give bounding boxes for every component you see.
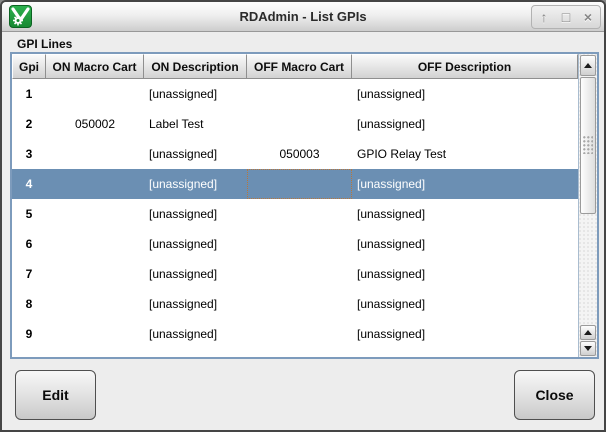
gpi-table: Gpi ON Macro Cart ON Description OFF Macro … bbox=[10, 52, 599, 359]
cell-on_desc[interactable]: Label Test bbox=[149, 117, 204, 131]
cell-off_desc[interactable]: [unassigned] bbox=[357, 87, 426, 101]
scroll-up-button-bottom[interactable] bbox=[580, 325, 596, 340]
column-header-off_cart[interactable]: OFF Macro Cart bbox=[247, 54, 352, 79]
cell-off_cart[interactable] bbox=[247, 229, 352, 259]
scroll-up-button[interactable] bbox=[580, 55, 596, 76]
cell-off_desc[interactable]: GPIO Relay Test bbox=[357, 147, 447, 161]
table-row[interactable]: 9 [unassigned] [unassigned] bbox=[12, 319, 578, 349]
cell-off_desc[interactable]: [unassigned] bbox=[357, 267, 426, 281]
cell-off_cart[interactable] bbox=[247, 259, 352, 289]
scrollbar-thumb[interactable] bbox=[580, 77, 596, 214]
column-header-gpi[interactable]: Gpi bbox=[12, 54, 46, 79]
titlebar[interactable]: RDAdmin - List GPIs ↑ □ × bbox=[2, 2, 604, 32]
cell-off_desc[interactable]: [unassigned] bbox=[357, 327, 426, 341]
cell-off_cart[interactable] bbox=[247, 199, 352, 229]
cell-off_cart[interactable] bbox=[247, 79, 352, 109]
cell-on_cart[interactable] bbox=[46, 79, 144, 109]
table-row[interactable]: 2 050002 Label Test [unassigned] bbox=[12, 109, 578, 139]
cell-gpi[interactable]: 3 bbox=[25, 147, 33, 161]
column-header-off_desc[interactable]: OFF Description bbox=[352, 54, 578, 79]
table-header-row: Gpi ON Macro Cart ON Description OFF Macro … bbox=[12, 54, 578, 79]
table-body: 1 [unassigned] [unassigned] 2 050002 Label Te… bbox=[12, 79, 578, 357]
cell-gpi[interactable]: 5 bbox=[25, 207, 33, 221]
cell-on_cart[interactable] bbox=[46, 199, 144, 229]
maximize-button[interactable]: □ bbox=[561, 9, 571, 25]
cell-off_cart[interactable] bbox=[247, 109, 352, 139]
close-button[interactable]: Close bbox=[514, 370, 595, 420]
cell-gpi[interactable]: 7 bbox=[25, 267, 33, 281]
cell-on_desc[interactable]: [unassigned] bbox=[149, 237, 218, 251]
column-header-on_cart[interactable]: ON Macro Cart bbox=[46, 54, 144, 79]
vertical-scrollbar[interactable] bbox=[578, 54, 597, 357]
table-row[interactable]: 8 [unassigned] [unassigned] bbox=[12, 289, 578, 319]
cell-on_cart[interactable] bbox=[46, 139, 144, 169]
cell-on_desc[interactable]: [unassigned] bbox=[149, 327, 218, 341]
cell-on_desc[interactable]: [unassigned] bbox=[149, 207, 218, 221]
table-row[interactable]: 3 [unassigned] 050003 GPIO Relay Test bbox=[12, 139, 578, 169]
cell-off_desc[interactable]: [unassigned] bbox=[357, 177, 426, 191]
cell-gpi[interactable]: 4 bbox=[25, 177, 33, 191]
cell-on_desc[interactable]: [unassigned] bbox=[149, 177, 218, 191]
table-row[interactable]: 4 [unassigned] [unassigned] bbox=[12, 169, 578, 199]
thumb-grip-icon bbox=[583, 136, 593, 154]
cell-off_cart[interactable]: 050003 bbox=[279, 147, 320, 161]
shade-button[interactable]: ↑ bbox=[540, 9, 548, 25]
cell-off_cart[interactable] bbox=[247, 319, 352, 349]
cell-gpi[interactable]: 6 bbox=[25, 237, 33, 251]
cell-off_desc[interactable]: [unassigned] bbox=[357, 117, 426, 131]
triangle-up-icon bbox=[584, 330, 592, 335]
cell-on_cart[interactable] bbox=[46, 289, 144, 319]
cell-off_desc[interactable]: [unassigned] bbox=[357, 207, 426, 221]
table-row[interactable]: 7 [unassigned] [unassigned] bbox=[12, 259, 578, 289]
triangle-up-icon bbox=[584, 63, 592, 68]
cell-off_cart[interactable] bbox=[247, 169, 352, 199]
cell-on_desc[interactable]: [unassigned] bbox=[149, 267, 218, 281]
cell-on_cart[interactable] bbox=[46, 319, 144, 349]
column-header-on_desc[interactable]: ON Description bbox=[144, 54, 247, 79]
cell-off_desc[interactable]: [unassigned] bbox=[357, 237, 426, 251]
close-button[interactable]: × bbox=[583, 9, 593, 25]
cell-on_desc[interactable]: [unassigned] bbox=[149, 297, 218, 311]
window-controls: ↑ □ × bbox=[531, 5, 601, 29]
cell-on_cart[interactable] bbox=[46, 229, 144, 259]
scroll-down-button[interactable] bbox=[580, 341, 596, 356]
window-title: RDAdmin - List GPIs bbox=[239, 9, 367, 24]
table-row[interactable]: 6 [unassigned] [unassigned] bbox=[12, 229, 578, 259]
cell-on_cart[interactable] bbox=[46, 169, 144, 199]
cell-on_cart[interactable] bbox=[46, 259, 144, 289]
cell-gpi[interactable]: 1 bbox=[25, 87, 33, 101]
cell-gpi[interactable]: 9 bbox=[25, 327, 33, 341]
rivendell-logo-icon bbox=[9, 5, 32, 28]
table-row[interactable]: 5 [unassigned] [unassigned] bbox=[12, 199, 578, 229]
edit-button[interactable]: Edit bbox=[15, 370, 96, 420]
table-row[interactable]: 1 [unassigned] [unassigned] bbox=[12, 79, 578, 109]
cell-off_cart[interactable] bbox=[247, 289, 352, 319]
cell-on_desc[interactable]: [unassigned] bbox=[149, 147, 218, 161]
cell-on_cart[interactable]: 050002 bbox=[74, 117, 116, 131]
cell-gpi[interactable]: 2 bbox=[25, 117, 33, 131]
cell-on_desc[interactable]: [unassigned] bbox=[149, 87, 218, 101]
cell-gpi[interactable]: 8 bbox=[25, 297, 33, 311]
cell-off_desc[interactable]: [unassigned] bbox=[357, 297, 426, 311]
gpi-lines-label: GPI Lines bbox=[17, 37, 73, 51]
triangle-down-icon bbox=[584, 346, 592, 351]
